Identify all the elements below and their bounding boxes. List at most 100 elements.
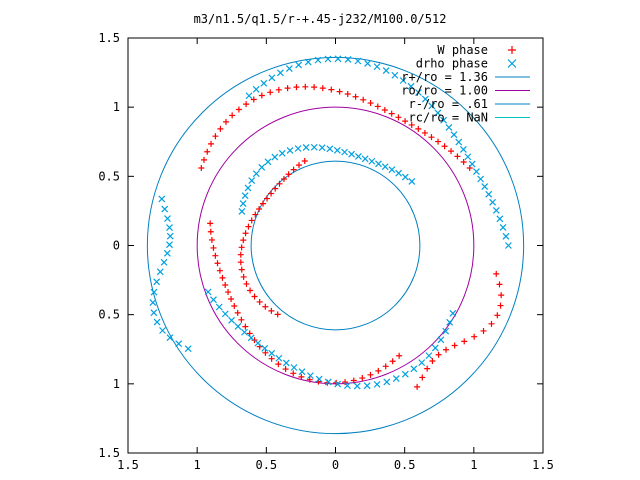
point-s0-a0-21	[319, 85, 326, 92]
point-s0-a1-32	[375, 367, 382, 374]
point-s0-a0-11	[395, 114, 402, 121]
point-s1-a1-3	[221, 310, 229, 318]
point-s1-a1-28	[425, 352, 433, 360]
point-s1-a3-1	[161, 205, 169, 213]
point-s1-a0-10	[468, 160, 476, 168]
point-s1-a0-14	[450, 131, 458, 139]
point-s0-a3-1	[419, 374, 426, 381]
point-s1-a0-30	[324, 55, 332, 63]
y-tick-label-6: 1.5	[98, 446, 120, 460]
point-s0-a1-1	[207, 228, 214, 235]
point-s0-a0-28	[258, 92, 265, 99]
point-s1-a1-17	[324, 378, 332, 386]
point-s0-a1-10	[228, 296, 235, 303]
point-s0-a3-6	[451, 342, 458, 349]
x-tick-label-6: 1.5	[532, 458, 554, 472]
point-s0-a1-9	[225, 289, 232, 296]
point-s0-a0-36	[208, 140, 215, 147]
point-s0-a3-12	[497, 302, 504, 309]
point-s1-a3-5	[166, 241, 173, 249]
point-s0-a0-29	[250, 96, 257, 103]
point-s0-a2-13	[245, 223, 252, 230]
point-s1-a1-10	[268, 349, 276, 357]
point-s1-a0-18	[428, 102, 436, 110]
point-s0-a0-26	[275, 86, 282, 93]
point-s1-a3-12	[150, 309, 158, 317]
point-s1-a2-11	[333, 146, 341, 154]
point-s1-a1-27	[418, 359, 426, 367]
circle-0	[146, 56, 525, 435]
point-s0-a0-25	[284, 85, 291, 92]
point-s1-a0-31	[314, 56, 322, 64]
point-s1-a1-33	[449, 309, 457, 317]
point-s0-a0-27	[267, 89, 274, 96]
point-s0-a0-16	[360, 96, 367, 103]
radius-circles	[146, 56, 525, 435]
point-s1-a3-14	[159, 327, 166, 334]
point-s0-a0-13	[381, 106, 388, 113]
data-points	[149, 55, 512, 390]
point-s1-a0-21	[407, 82, 415, 90]
point-s1-a0-39	[245, 92, 253, 100]
point-s0-a1-19	[268, 355, 275, 362]
point-s1-a0-2	[499, 224, 507, 231]
point-s0-a1-22	[290, 370, 297, 377]
point-s0-a2-8	[264, 195, 271, 202]
point-s1-a3-6	[163, 249, 171, 257]
point-s1-a1-30	[437, 336, 445, 344]
point-s0-a0-15	[367, 100, 374, 107]
point-s1-a2-1	[401, 173, 409, 181]
point-s0-a3-3	[429, 358, 436, 365]
x-tick-label-3: 0	[332, 458, 339, 472]
point-s1-a2-15	[302, 144, 310, 151]
point-s0-a1-31	[367, 371, 374, 378]
point-s0-a0-14	[374, 103, 381, 110]
point-s0-a0-24	[293, 84, 300, 91]
point-s1-a3-17	[184, 345, 192, 353]
point-s1-a2-2	[395, 169, 403, 177]
point-s1-a3-8	[156, 268, 164, 276]
point-s0-a0-7	[421, 129, 428, 136]
point-s0-a1-12	[234, 309, 241, 316]
point-s0-a2-20	[240, 273, 247, 280]
point-s0-a0-8	[415, 125, 422, 132]
point-s1-a3-3	[166, 224, 173, 231]
point-s0-a1-15	[246, 330, 253, 337]
point-s0-a3-10	[488, 320, 495, 327]
point-s0-a0-38	[201, 156, 208, 163]
point-s1-a3-9	[153, 278, 161, 286]
point-s1-a2-9	[348, 150, 356, 158]
point-s1-a0-27	[354, 57, 362, 65]
point-s0-a1-34	[389, 358, 396, 365]
point-s1-a3-10	[150, 288, 158, 296]
point-s0-a1-14	[242, 323, 249, 330]
point-s1-a1-0	[204, 288, 212, 296]
point-s1-a2-6	[368, 157, 376, 165]
point-s1-a1-12	[282, 359, 290, 367]
point-s0-a0-6	[428, 134, 435, 141]
point-s1-a3-16	[175, 340, 183, 348]
point-s1-a0-0	[504, 242, 512, 249]
axis-ticks: 1.5 1 0.5 0 0.5 1 1.51.510.500.511.5	[98, 31, 554, 472]
point-s0-a1-7	[219, 274, 226, 281]
point-s0-a1-2	[208, 236, 215, 243]
chart-title: m3/n1.5/q1.5/r-+.45-j232/M100.0/512	[194, 12, 447, 26]
point-s0-a1-28	[342, 379, 349, 386]
point-s1-a0-28	[344, 56, 352, 63]
point-s1-a0-7	[481, 183, 489, 191]
point-s0-a2-1	[295, 162, 302, 169]
point-s1-a2-7	[361, 155, 369, 163]
point-s0-a2-27	[274, 311, 281, 318]
point-s0-a1-21	[282, 366, 289, 373]
point-s1-a1-29	[431, 344, 439, 352]
point-s1-a2-27	[238, 208, 246, 215]
point-s1-a2-16	[294, 145, 302, 152]
x-tick-label-2: 0.5	[255, 458, 277, 472]
point-s1-a1-7	[247, 334, 255, 342]
point-s1-a2-20	[264, 158, 272, 166]
point-s0-a2-4	[280, 175, 287, 182]
point-s0-a0-23	[302, 83, 309, 90]
point-s1-a0-29	[334, 55, 342, 63]
point-s1-a1-19	[343, 382, 351, 389]
